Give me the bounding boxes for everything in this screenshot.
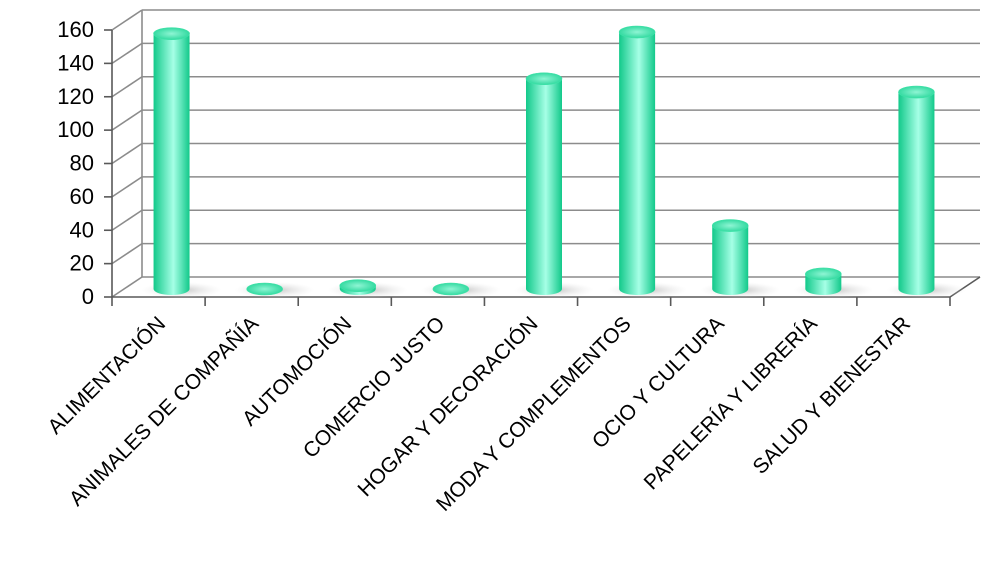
y-tick-label: 100 [57, 117, 94, 142]
bar-top [618, 25, 656, 39]
bar-top [339, 279, 377, 292]
y-tick-label: 80 [70, 151, 94, 176]
bar [700, 219, 781, 298]
bar-body [898, 92, 935, 296]
gridline-side [111, 109, 143, 131]
x-category-label: PAPELERÍA Y LIBRERÍA [640, 312, 822, 494]
gridline-side [111, 142, 143, 165]
x-category-label: MODA Y COMPLEMENTOS [432, 312, 636, 516]
x-category-label: HOGAR Y DECORACIÓN [354, 312, 543, 501]
gridline-side [111, 242, 143, 265]
bar [141, 27, 222, 298]
bar [607, 25, 688, 298]
gridline-side [111, 9, 143, 31]
gridline-side [111, 209, 143, 231]
bar-top [805, 267, 842, 281]
gridline-side [111, 276, 143, 298]
gridline-side [111, 42, 143, 65]
y-tick-label: 120 [57, 84, 94, 109]
bar-top [153, 27, 190, 40]
bars-layer [141, 25, 967, 298]
y-tick-label: 140 [57, 50, 94, 75]
y-tick-label: 0 [82, 284, 94, 309]
y-tick-label: 60 [70, 184, 94, 209]
y-tick-label: 40 [70, 217, 94, 242]
bar [793, 267, 874, 298]
bar-top [711, 219, 749, 232]
bar [420, 282, 501, 298]
bar [886, 85, 967, 298]
gridline-side [111, 76, 143, 98]
bar-body [712, 225, 749, 295]
x-category-label: ANIMALES DE COMPAÑÍA [64, 312, 263, 511]
gridline-side [111, 176, 143, 198]
bar [327, 279, 408, 298]
bar-body [526, 78, 562, 295]
y-tick-label: 20 [70, 251, 94, 276]
y-tick-label: 160 [57, 17, 94, 42]
x-category-label: SALUD Y BIENESTAR [749, 312, 915, 478]
bar-top [898, 85, 935, 99]
bar-top [432, 282, 470, 296]
bar [514, 72, 594, 298]
bar-body [153, 33, 190, 296]
bar-top [525, 72, 563, 86]
bar-top [246, 282, 283, 296]
bar-body [619, 32, 656, 295]
bar [234, 282, 315, 298]
